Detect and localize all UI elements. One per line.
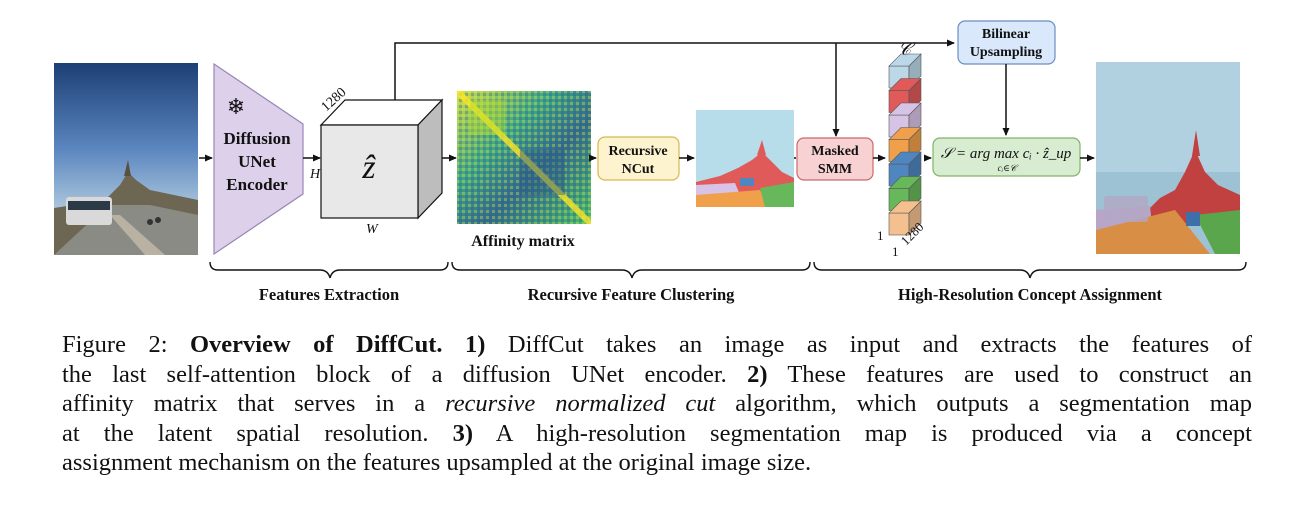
caption-line-2: the last self-attention block of a diffu… <box>62 360 1252 390</box>
affinity-matrix-image <box>457 91 591 224</box>
caption-text-5: assignment mechanism on the features ups… <box>62 449 812 476</box>
low-res-segmentation-map <box>696 110 794 207</box>
encoder-label-line2: UNet <box>238 152 276 171</box>
arrow-latent-to-upsampling <box>394 39 955 100</box>
bilinear-upsampling-box: Bilinear Upsampling <box>957 20 1056 65</box>
upsample-label-line1: Bilinear <box>982 27 1030 42</box>
section-label-features-extraction: Features Extraction <box>259 285 399 304</box>
cube-width-label: W <box>366 222 379 237</box>
caption-line-1: Figure 2: Overview of DiffCut. 1) DiffCu… <box>62 330 1252 360</box>
brace-recursive-clustering <box>451 261 811 279</box>
caption-step-2: 2) <box>747 360 768 388</box>
input-image <box>54 63 198 255</box>
caption-text-3a: affinity matrix that serves in a <box>62 390 446 417</box>
diffusion-unet-encoder: ❄ Diffusion UNet Encoder <box>213 62 304 256</box>
caption-text-2b: These features are used to construct an <box>767 360 1253 388</box>
caption-text-1: DiffCut takes an image as input and extr… <box>485 331 1252 358</box>
brace-concept-assignment <box>813 261 1247 279</box>
caption-text-2a: the last self-attention block of a diffu… <box>62 360 748 388</box>
caption-line-5: assignment mechanism on the features ups… <box>62 448 1252 478</box>
diffcut-overview-figure: ❄ Diffusion UNet Encoder ẑ 1280 H W Affi… <box>54 20 1247 304</box>
caption-step-1: 1) <box>464 331 486 358</box>
latent-symbol: ẑ <box>361 149 376 186</box>
upsample-label-line2: Upsampling <box>970 45 1042 60</box>
smm-label-line2: SMM <box>818 162 852 177</box>
concept-vector-7 <box>888 200 922 236</box>
encoder-label-line3: Encoder <box>226 175 288 194</box>
section-label-concept-assignment: High-Resolution Concept Assignment <box>898 285 1163 304</box>
assign-formula: 𝒮 = arg max cᵢ · ẑ_up <box>941 146 1072 162</box>
encoder-label-line1: Diffusion <box>223 129 291 148</box>
latent-feature-cube: ẑ 1280 H W <box>309 85 444 237</box>
caption-line-3: affinity matrix that serves in a recursi… <box>62 389 1252 419</box>
section-label-recursive-clustering: Recursive Feature Clustering <box>528 285 736 304</box>
caption-space <box>442 331 464 358</box>
assign-formula-subscript: cᵢ∈𝒞 <box>998 163 1019 173</box>
affinity-matrix-label: Affinity matrix <box>471 233 575 250</box>
caption-figure-number: Figure 2: <box>62 331 190 358</box>
stack-dim-label-2: 1 <box>892 244 899 259</box>
caption-line-4: at the latent spatial resolution. 3) A h… <box>62 419 1252 449</box>
brace-features-extraction <box>209 261 449 279</box>
ncut-label-line1: Recursive <box>608 144 667 159</box>
high-res-segmentation-output <box>1096 62 1240 254</box>
snowflake-icon: ❄ <box>227 94 245 119</box>
caption-text-4a: at the latent spatial resolution. <box>62 419 453 447</box>
figure-caption: Figure 2: Overview of DiffCut. 1) DiffCu… <box>62 330 1252 478</box>
stack-dim-label-1: 1 <box>877 228 884 243</box>
caption-text-3b: algorithm, which outputs a segmentation … <box>715 390 1252 417</box>
ncut-label-line2: NCut <box>622 162 655 177</box>
concept-assignment-box: 𝒮 = arg max cᵢ · ẑ_up cᵢ∈𝒞 <box>932 137 1081 177</box>
smm-label-line1: Masked <box>811 144 859 159</box>
caption-text-4b: A high-resolution segmentation map is pr… <box>473 419 1252 447</box>
caption-emphasis: recursive normalized cut <box>445 390 716 417</box>
recursive-ncut-box: Recursive NCut <box>597 136 680 181</box>
masked-smm-box: Masked SMM <box>796 137 874 181</box>
caption-title: Overview of DiffCut. <box>190 331 443 358</box>
concept-vector-stack <box>888 53 922 236</box>
caption-step-3: 3) <box>452 419 474 447</box>
cube-height-label: H <box>309 167 321 182</box>
